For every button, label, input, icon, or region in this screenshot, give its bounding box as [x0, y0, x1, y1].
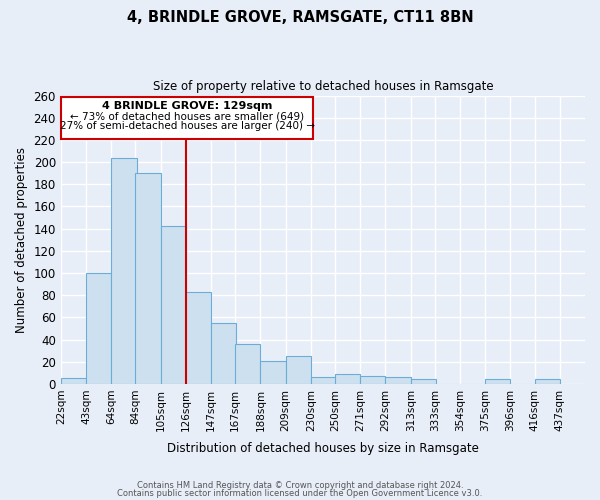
- Text: Contains HM Land Registry data © Crown copyright and database right 2024.: Contains HM Land Registry data © Crown c…: [137, 481, 463, 490]
- Bar: [61, 96, 313, 139]
- Text: 4 BRINDLE GROVE: 129sqm: 4 BRINDLE GROVE: 129sqm: [102, 101, 272, 111]
- Bar: [360, 376, 385, 384]
- Text: ← 73% of detached houses are smaller (649): ← 73% of detached houses are smaller (64…: [70, 111, 304, 121]
- Y-axis label: Number of detached properties: Number of detached properties: [15, 146, 28, 332]
- Bar: [111, 158, 137, 384]
- Bar: [186, 292, 211, 384]
- Text: Contains public sector information licensed under the Open Government Licence v3: Contains public sector information licen…: [118, 488, 482, 498]
- Bar: [235, 344, 260, 384]
- Bar: [410, 380, 436, 384]
- Bar: [161, 226, 186, 384]
- X-axis label: Distribution of detached houses by size in Ramsgate: Distribution of detached houses by size …: [167, 442, 479, 455]
- Bar: [136, 173, 161, 384]
- Bar: [385, 377, 410, 384]
- Bar: [86, 273, 111, 384]
- Bar: [260, 360, 286, 384]
- Bar: [535, 380, 560, 384]
- Bar: [335, 374, 360, 384]
- Bar: [311, 377, 336, 384]
- Text: 4, BRINDLE GROVE, RAMSGATE, CT11 8BN: 4, BRINDLE GROVE, RAMSGATE, CT11 8BN: [127, 10, 473, 25]
- Bar: [211, 323, 236, 384]
- Bar: [485, 380, 511, 384]
- Title: Size of property relative to detached houses in Ramsgate: Size of property relative to detached ho…: [152, 80, 493, 93]
- Bar: [61, 378, 86, 384]
- Text: 27% of semi-detached houses are larger (240) →: 27% of semi-detached houses are larger (…: [59, 121, 314, 131]
- Bar: [286, 356, 311, 384]
